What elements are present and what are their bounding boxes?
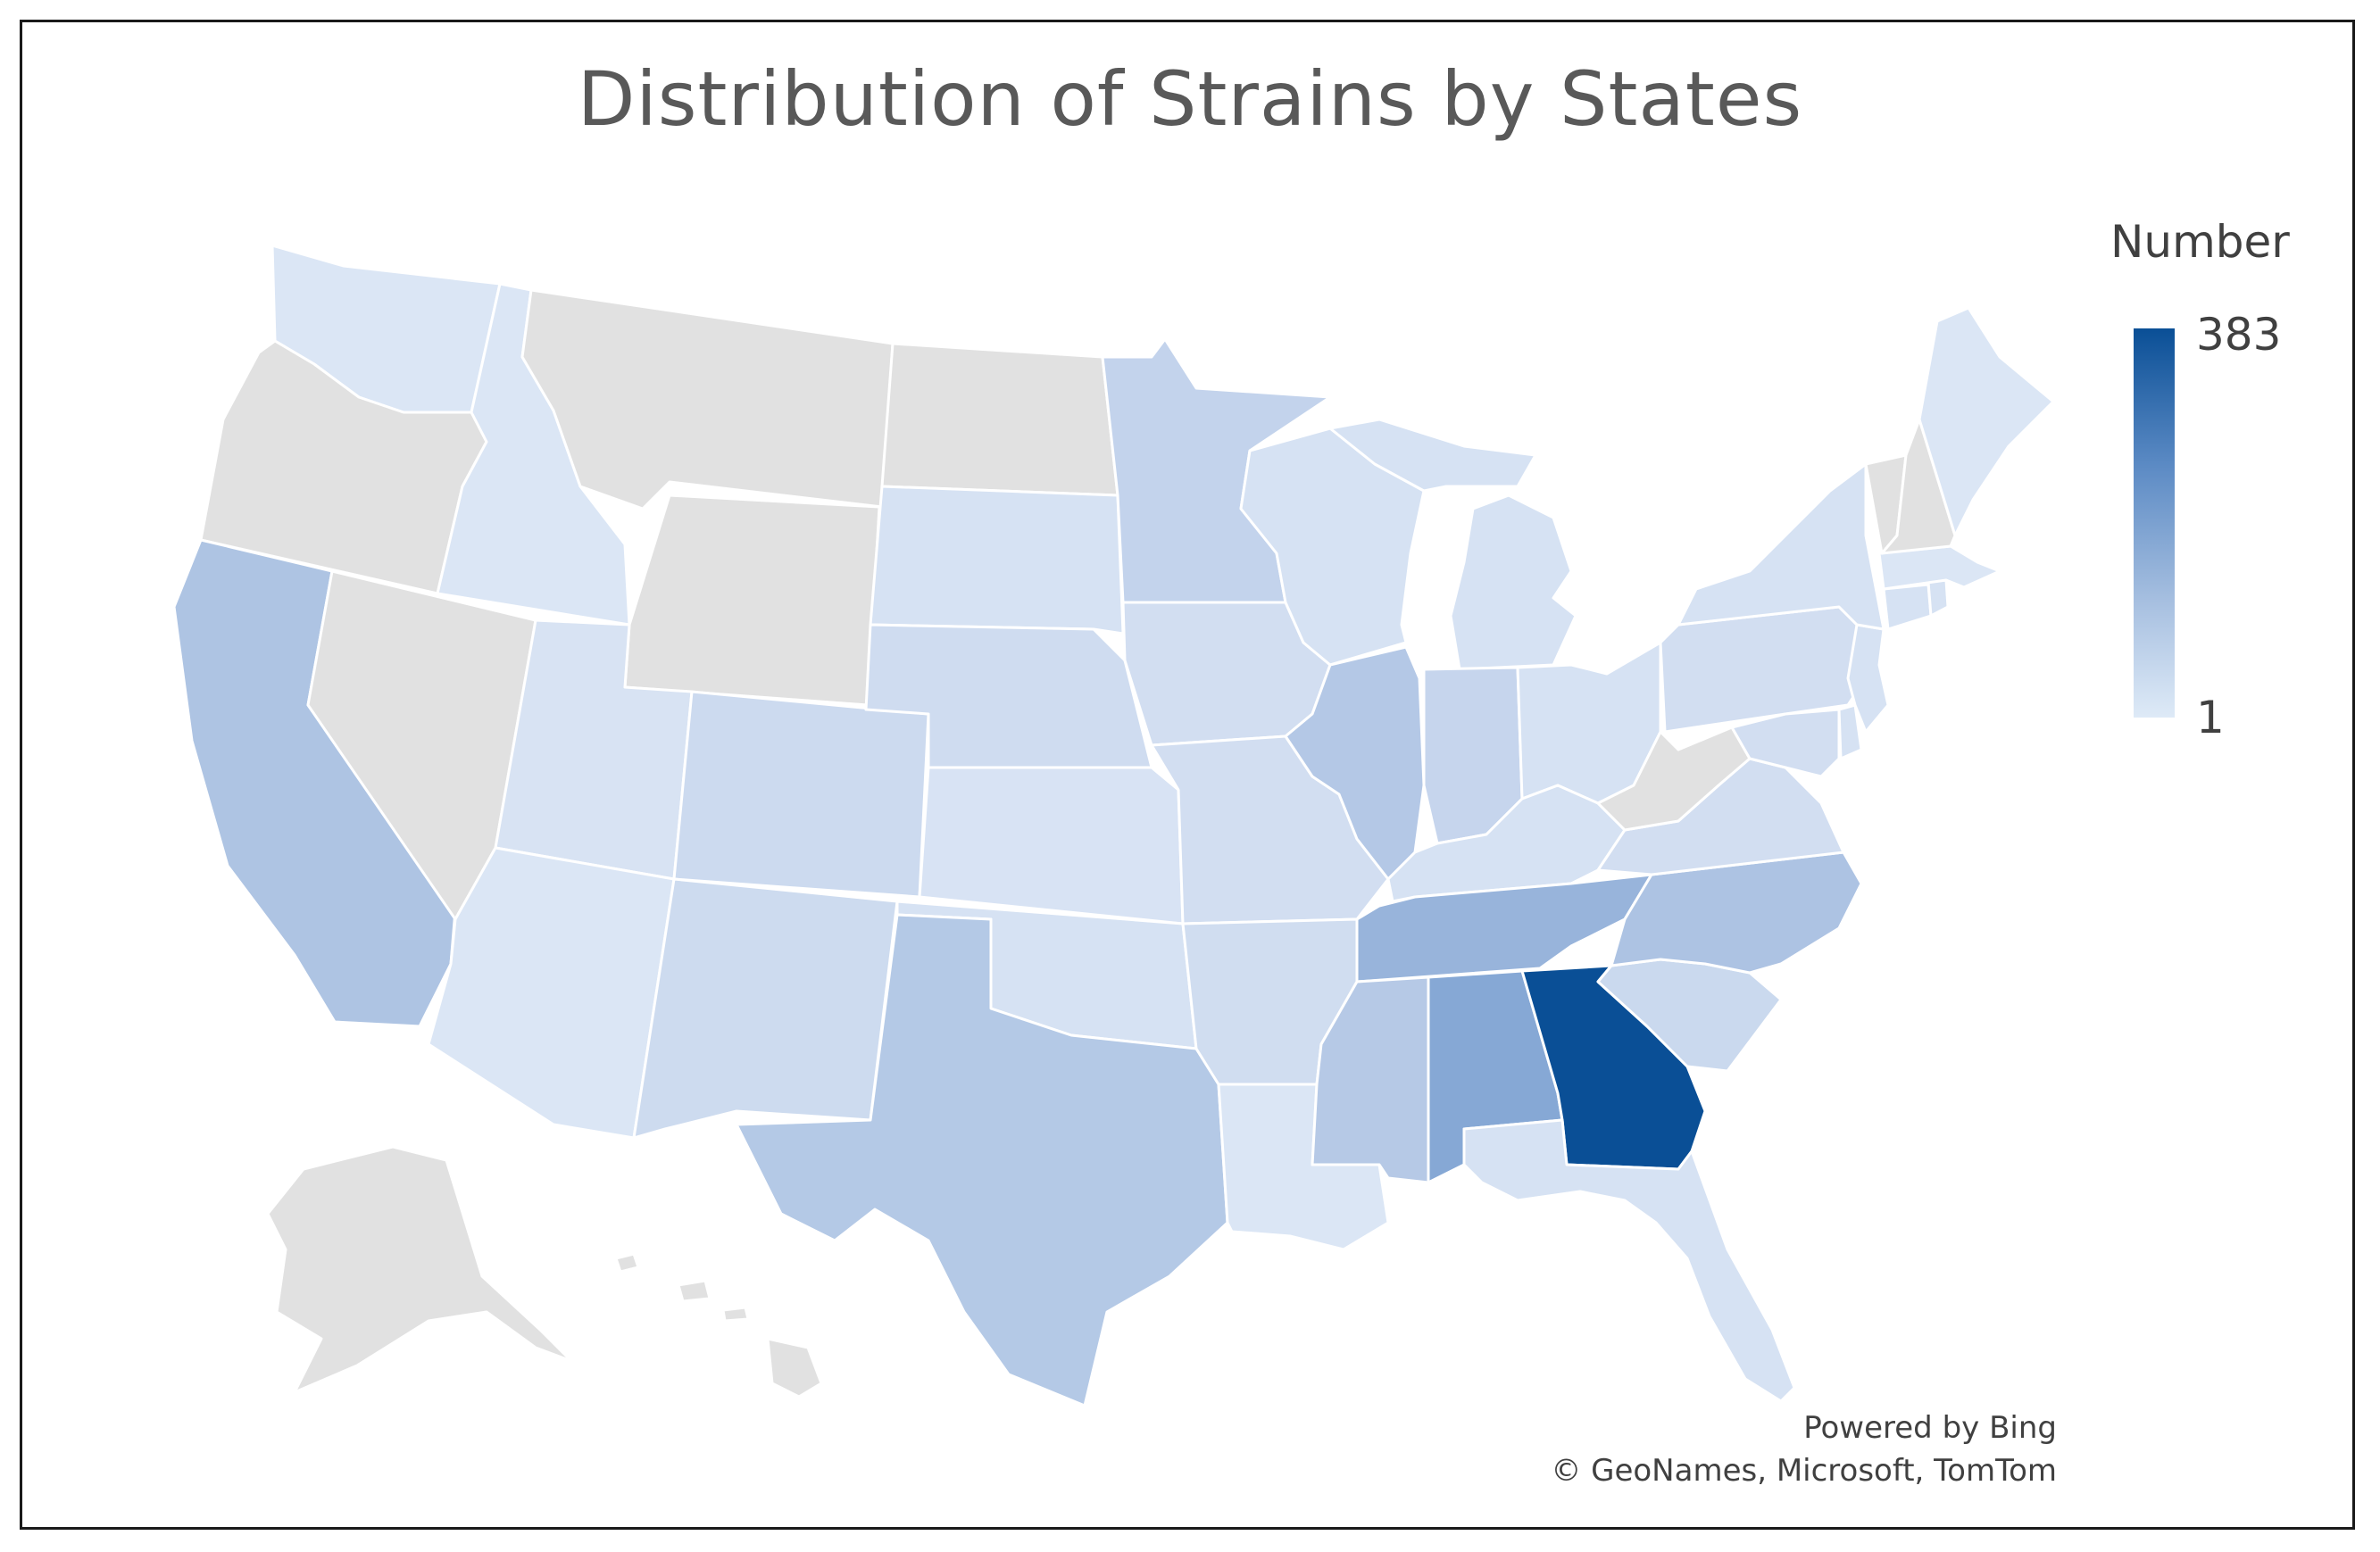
state-hawaii-1 — [614, 1252, 640, 1274]
state-maryland — [1730, 708, 1841, 778]
legend-min-label: 1 — [2196, 692, 2225, 743]
map-title: Distribution of Strains by States — [577, 55, 1803, 143]
state-montana — [520, 288, 895, 510]
state-kansas — [918, 766, 1185, 925]
state-hawaii-2 — [677, 1279, 712, 1303]
state-alaska — [266, 1145, 573, 1394]
state-hawaii-3 — [721, 1306, 750, 1323]
state-michigan-upper — [1328, 418, 1537, 493]
state-north-dakota — [880, 342, 1119, 497]
state-michigan-lower — [1449, 494, 1577, 671]
state-wyoming — [623, 494, 881, 707]
attribution-bing: Powered by Bing — [1803, 1410, 2057, 1446]
state-south-dakota — [869, 485, 1125, 635]
state-colorado — [672, 690, 930, 899]
attribution-copyright: © GeoNames, Microsoft, TomTom — [1551, 1453, 2057, 1489]
state-north-carolina — [1610, 851, 1863, 975]
state-florida — [1462, 1118, 1796, 1403]
state-new-jersey — [1846, 623, 1890, 734]
state-rhode-island — [1926, 578, 1950, 618]
state-maine — [1918, 306, 2055, 537]
state-new-mexico — [632, 877, 899, 1140]
state-illinois — [1284, 645, 1426, 881]
state-delaware — [1837, 703, 1863, 760]
legend-max-label: 383 — [2196, 309, 2282, 361]
state-new-york — [1677, 462, 1885, 631]
state-west-virginia — [1596, 726, 1752, 832]
state-texas — [735, 913, 1229, 1407]
state-massachusetts — [1877, 544, 2001, 591]
legend-title: Number — [2110, 216, 2290, 268]
state-hawaii-4 — [766, 1337, 823, 1398]
state-tennessee — [1355, 873, 1653, 983]
state-connecticut — [1882, 583, 1933, 631]
legend-color-scale — [2134, 328, 2175, 718]
